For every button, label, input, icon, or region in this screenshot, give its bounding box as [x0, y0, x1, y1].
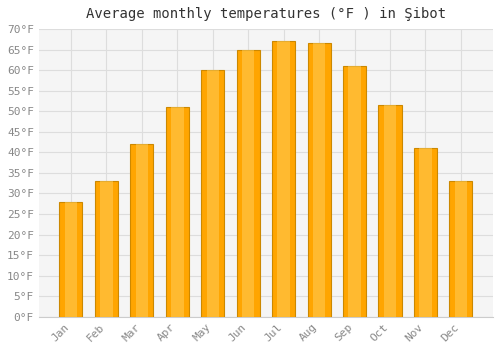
Bar — [308, 43, 330, 317]
Bar — [454, 181, 467, 317]
Bar — [60, 202, 82, 317]
Bar — [100, 181, 112, 317]
Bar — [171, 107, 183, 317]
Bar — [201, 70, 224, 317]
Bar — [378, 105, 402, 317]
Bar — [166, 107, 189, 317]
Bar — [343, 66, 366, 317]
Bar — [130, 144, 154, 317]
Title: Average monthly temperatures (°F ) in Şibot: Average monthly temperatures (°F ) in Şi… — [86, 7, 446, 21]
Bar — [348, 66, 361, 317]
Bar — [414, 148, 437, 317]
Bar — [384, 105, 396, 317]
Bar — [136, 144, 148, 317]
Bar — [236, 50, 260, 317]
Bar — [272, 41, 295, 317]
Bar — [313, 43, 326, 317]
Bar — [95, 181, 118, 317]
Bar — [450, 181, 472, 317]
Bar — [419, 148, 432, 317]
Bar — [206, 70, 219, 317]
Bar — [65, 202, 77, 317]
Bar — [278, 41, 290, 317]
Bar — [242, 50, 254, 317]
